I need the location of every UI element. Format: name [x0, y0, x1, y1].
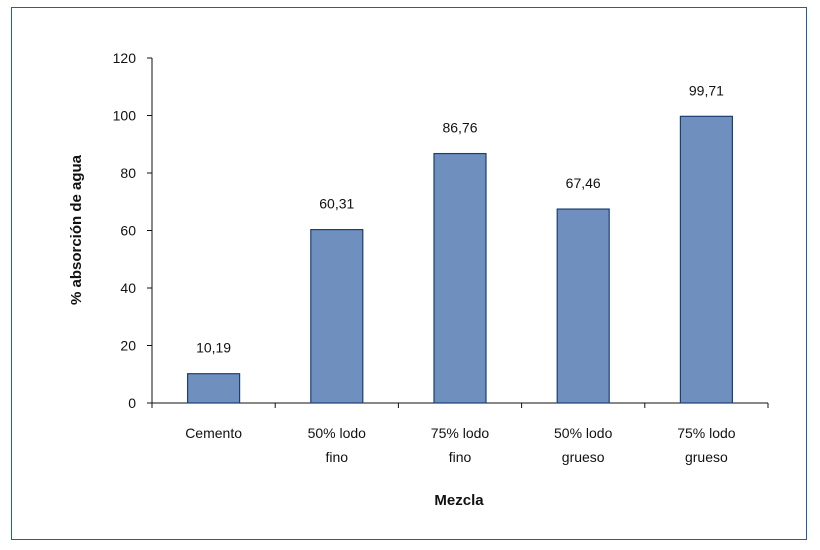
x-tick-label: 75% lodo grueso [677, 425, 736, 465]
chart-frame [11, 7, 807, 540]
x-tick-label: 75% lodo fino [431, 425, 490, 465]
x-axis: Cemento 50% lodo fino 75% lodo fino 50% lodo g… [151, 402, 769, 465]
data-label: 99,71 [689, 82, 724, 98]
bars [187, 115, 734, 404]
bar [187, 373, 241, 404]
x-axis-title: Mezcla [434, 492, 484, 509]
y-tick-label: 0 [128, 395, 136, 411]
bar [679, 115, 734, 404]
data-label: 60,31 [319, 196, 354, 212]
y-tick-label: 120 [113, 50, 137, 66]
data-label: 67,46 [566, 175, 601, 191]
y-tick-label: 20 [120, 338, 136, 354]
y-tick-label: 80 [120, 165, 136, 181]
y-tick-label: 100 [113, 108, 137, 124]
y-axis: 0 20 40 60 80 100 120 [113, 50, 153, 411]
x-tick-label: 50% lodo grueso [554, 425, 613, 465]
data-labels: 10,19 60,31 86,76 67,46 99,71 [196, 82, 724, 355]
data-label: 86,76 [442, 120, 477, 136]
x-tick-label: 50% lodo fino [308, 425, 367, 465]
data-label: 10,19 [196, 340, 231, 356]
bar [310, 229, 364, 404]
y-axis-title: % absorción de agua [68, 154, 85, 305]
bar [433, 152, 487, 404]
y-tick-label: 40 [120, 280, 136, 296]
x-tick-label: Cemento [185, 425, 242, 441]
y-tick-label: 60 [120, 223, 136, 239]
bar [556, 208, 610, 404]
